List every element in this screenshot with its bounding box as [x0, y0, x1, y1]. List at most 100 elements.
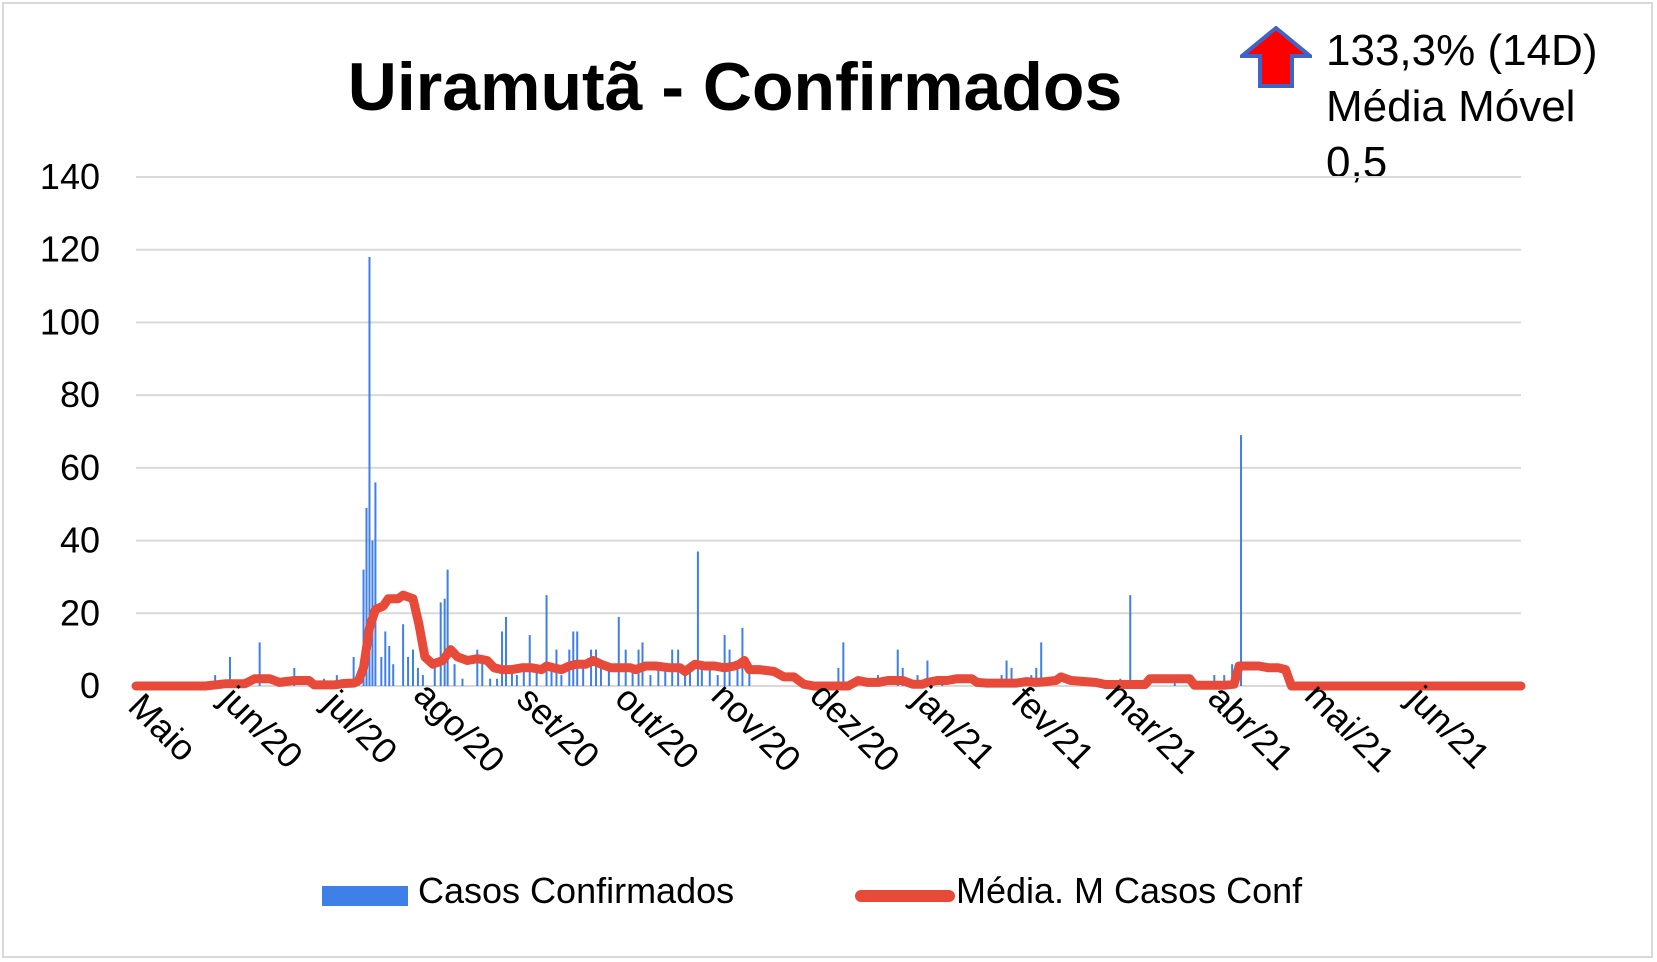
bar — [926, 660, 929, 686]
bar — [1129, 595, 1132, 686]
bar — [599, 664, 602, 686]
bar — [1223, 675, 1226, 686]
y-tick-label: 60 — [60, 447, 100, 488]
bar — [446, 569, 449, 686]
bar — [696, 551, 699, 686]
bar — [657, 667, 660, 686]
bar — [550, 664, 553, 686]
bar — [461, 678, 464, 686]
bar — [374, 482, 377, 686]
bar — [510, 667, 513, 686]
bar — [607, 671, 610, 686]
y-tick-label: 140 — [40, 156, 100, 197]
x-tick-label: dez/20 — [803, 674, 908, 779]
bar — [631, 667, 634, 686]
bar — [522, 664, 525, 686]
gridlines — [136, 176, 1521, 687]
y-tick-label: 40 — [60, 520, 100, 561]
y-tick-label: 20 — [60, 592, 100, 633]
badge-label: Média Móvel — [1326, 82, 1576, 131]
bar — [700, 664, 703, 686]
bar — [1005, 660, 1008, 686]
bar — [416, 667, 419, 686]
bar — [433, 667, 436, 686]
x-tick-label: jul/20 — [315, 682, 406, 773]
y-tick-label: 0 — [80, 665, 100, 706]
x-tick-label: ago/20 — [406, 674, 513, 781]
bar — [481, 656, 484, 686]
bar — [496, 678, 499, 686]
bar — [842, 642, 845, 686]
moving-average-line — [131, 590, 1526, 691]
bar — [402, 624, 405, 686]
chart-title: Uiramutã - Confirmados — [347, 49, 1123, 125]
bar — [504, 616, 507, 686]
bar — [716, 675, 719, 686]
bar — [595, 649, 598, 686]
badge-value: 0,5 — [1326, 138, 1388, 187]
bar — [1035, 667, 1038, 686]
bar — [365, 507, 368, 686]
legend-line-label: Média. M Casos Conf — [956, 870, 1303, 911]
bar — [736, 667, 739, 686]
bar — [664, 667, 667, 686]
bar — [896, 649, 899, 686]
bar — [1040, 642, 1043, 686]
bar — [228, 656, 231, 686]
bar — [453, 664, 456, 686]
bar-series — [159, 256, 1243, 686]
badge-percent: 133,3% (14D) — [1326, 26, 1598, 75]
bar — [1240, 435, 1243, 686]
bar — [837, 667, 840, 686]
bar — [476, 649, 479, 686]
x-tick-label: out/20 — [608, 677, 708, 777]
bar — [352, 656, 355, 686]
bar — [723, 635, 726, 686]
bar — [258, 642, 261, 686]
bar — [590, 649, 593, 686]
bar — [617, 616, 620, 686]
bar — [545, 595, 548, 686]
bar — [380, 656, 383, 686]
y-tick-label: 80 — [60, 374, 100, 415]
bar — [392, 664, 395, 686]
bar — [384, 631, 387, 686]
x-tick-label: nov/20 — [704, 674, 809, 779]
bar — [412, 649, 414, 686]
bar — [572, 631, 575, 686]
x-tick-label: set/20 — [509, 678, 607, 776]
bar — [528, 635, 531, 686]
x-tick-label: jun/20 — [212, 677, 311, 776]
bar — [388, 646, 391, 686]
y-tick-label: 100 — [40, 301, 100, 342]
bar — [421, 675, 424, 686]
y-axis-ticks: 0 20 40 60 80 100 120 140 — [40, 156, 100, 706]
legend-bar-swatch — [322, 886, 408, 906]
x-tick-label: jan/21 — [904, 677, 1003, 776]
bar — [407, 656, 410, 686]
x-tick-label: abr/21 — [1200, 677, 1301, 778]
bar — [684, 667, 687, 686]
legend-bar-label: Casos Confirmados — [418, 870, 735, 911]
plot-area: 0 20 40 60 80 100 120 140 Maio jun/20 jul/20 ago/2… — [40, 156, 1526, 781]
x-tick-label: jun/21 — [1399, 677, 1498, 776]
bar — [515, 675, 518, 686]
bar — [576, 631, 579, 686]
x-tick-label: mar/21 — [1098, 673, 1206, 781]
bar — [1010, 667, 1013, 686]
bar — [708, 667, 711, 686]
legend-line-swatch — [855, 890, 955, 902]
bar — [1173, 682, 1176, 686]
x-tick-label: fev/21 — [1004, 678, 1102, 776]
bar — [362, 569, 365, 686]
bar — [368, 256, 371, 686]
y-tick-label: 120 — [40, 229, 100, 270]
up-arrow-icon — [1240, 26, 1312, 88]
line-series — [131, 590, 1526, 691]
bar — [560, 675, 563, 686]
bar — [439, 602, 442, 686]
bar — [689, 664, 691, 686]
legend: Casos Confirmados Média. M Casos Conf — [0, 870, 1657, 920]
bar — [748, 671, 751, 686]
